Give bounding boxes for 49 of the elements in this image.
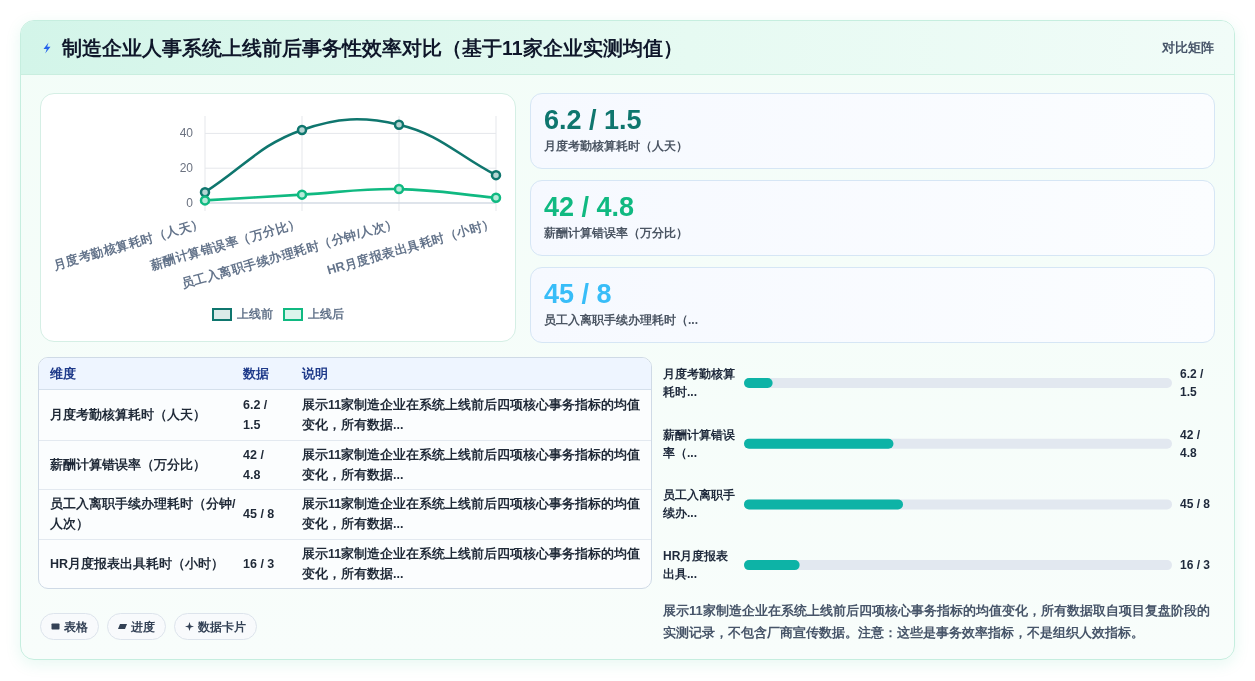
y-tick-label: 40 [179, 126, 194, 141]
y-tick-label: 薪酬计算错误率（... [663, 426, 736, 462]
y-tick-label: 20 [179, 161, 194, 176]
text: 16 / 3 [1180, 557, 1211, 575]
text: 对比矩阵 [1162, 39, 1214, 57]
text: 数据卡片 [198, 619, 246, 634]
text: 展示11家制造企业在系统上线前后四项核心事务指标的均值变化，所有数据取自项目复盘阶段的实测记录，不包含厂商宣传数据。注意：这些是事务效率指标，不是组织人效指标。 [663, 602, 1211, 642]
text: 员工入离职手续办理耗时（分钟/人次） [50, 495, 236, 534]
text: 6.2 / 1.5 [544, 104, 642, 137]
text: 展示11家制造企业在系统上线前后四项核心事务指标的均值变化，所有数据... [302, 545, 642, 583]
text: 员工入离职手续办理耗时（... [544, 312, 699, 329]
point [199, 186, 211, 198]
legend-label: 上线前 [237, 306, 273, 322]
point [393, 119, 405, 130]
text: 42 / 4.8 [243, 446, 265, 484]
y-tick-label: 月度考勤核算耗时... [663, 366, 736, 401]
text: 6.2 / 1.5 [243, 396, 269, 434]
text: 展示11家制造企业在系统上线前后四项核心事务指标的均值变化，所有数据... [302, 495, 642, 534]
point [490, 169, 502, 181]
bar [744, 560, 800, 571]
text: 月度考勤核算耗时（人天） [50, 406, 206, 424]
text: 45 / 8 [243, 506, 275, 524]
y-tick-label: 0 [186, 196, 194, 210]
text: HR月度报表出具耗时（小时） [50, 555, 225, 573]
text: 45 / 8 [1180, 496, 1211, 514]
text: 进度 [131, 619, 155, 634]
point [296, 124, 308, 136]
text: 薪酬计算错误率（万分比） [50, 456, 206, 474]
text: 表格 [64, 619, 88, 634]
text: 月度考勤核算耗时（人天） [544, 138, 688, 155]
text: 维度 [50, 365, 76, 383]
text: 说明 [302, 365, 328, 383]
text: 6.2 / 1.5 [1180, 366, 1205, 401]
point [199, 195, 211, 206]
point [490, 192, 502, 204]
text: 展示11家制造企业在系统上线前后四项核心事务指标的均值变化，所有数据... [302, 446, 642, 484]
legend-label: 上线后 [308, 306, 344, 322]
text: 展示11家制造企业在系统上线前后四项核心事务指标的均值变化，所有数据... [302, 396, 642, 434]
y-tick-label: 员工入离职手续办... [663, 487, 736, 523]
text: 制造企业人事系统上线前后事务性效率对比（基于11家企业实测均值） [62, 36, 683, 61]
text: 45 / 8 [544, 278, 612, 311]
text: 42 / 4.8 [544, 191, 635, 224]
point [296, 189, 308, 200]
point [393, 183, 405, 195]
text: 数据 [243, 365, 269, 383]
text: 42 / 4.8 [1180, 426, 1201, 462]
text: 16 / 3 [243, 555, 275, 573]
y-tick-label: HR月度报表出具... [663, 548, 730, 584]
bar [744, 378, 773, 388]
